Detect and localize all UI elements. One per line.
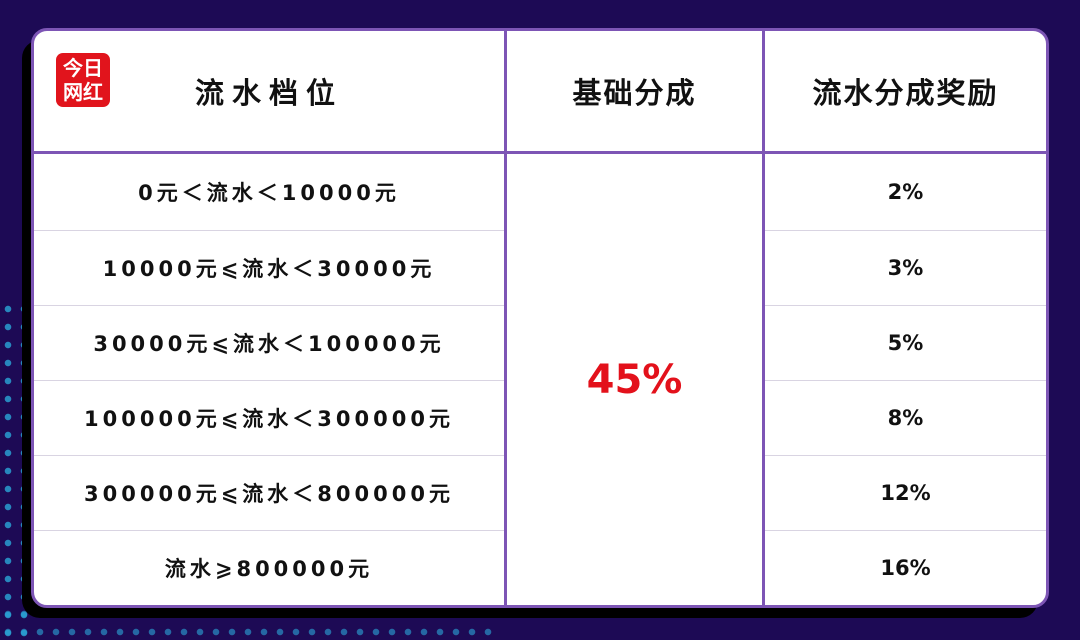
bonus-cell: 2% [763, 152, 1046, 231]
header-tier: 流水档位 [34, 31, 507, 154]
tier-cell: 300000元⩽流水＜800000元 [34, 455, 507, 532]
table-row: 100000元⩽流水＜300000元 8% [34, 380, 1046, 457]
table-row: 流水⩾800000元 16% [34, 530, 1046, 605]
table-row: 300000元⩽流水＜800000元 12% [34, 455, 1046, 532]
bonus-cell: 5% [763, 305, 1046, 381]
table-row: 30000元⩽流水＜100000元 5% [34, 305, 1046, 381]
bonus-cell: 12% [763, 455, 1046, 532]
bonus-cell: 3% [763, 230, 1046, 306]
revenue-share-table-card: 流水档位 基础分成 流水分成奖励 0元＜流水＜10000元 45% 2% 100… [31, 28, 1049, 608]
logo-text: 网红 [63, 80, 103, 104]
logo-text: 今日 [63, 56, 103, 80]
bonus-cell: 8% [763, 380, 1046, 457]
tier-cell: 0元＜流水＜10000元 [34, 152, 507, 231]
tier-cell: 30000元⩽流水＜100000元 [34, 305, 507, 381]
brand-logo: 今日 网红 [56, 53, 110, 107]
header-base-share: 基础分成 [505, 31, 765, 154]
tier-cell: 100000元⩽流水＜300000元 [34, 380, 507, 457]
tier-cell: 10000元⩽流水＜30000元 [34, 230, 507, 306]
table-row: 0元＜流水＜10000元 45% 2% [34, 152, 1046, 605]
header-bonus: 流水分成奖励 [763, 31, 1046, 154]
tier-cell: 流水⩾800000元 [34, 530, 507, 605]
table-header-row: 流水档位 基础分成 流水分成奖励 [34, 31, 1046, 154]
revenue-share-table: 流水档位 基础分成 流水分成奖励 0元＜流水＜10000元 45% 2% 100… [34, 31, 1046, 605]
base-share-cell: 45% [505, 152, 765, 605]
bonus-cell: 16% [880, 556, 931, 581]
table-row: 10000元⩽流水＜30000元 3% [34, 230, 1046, 306]
